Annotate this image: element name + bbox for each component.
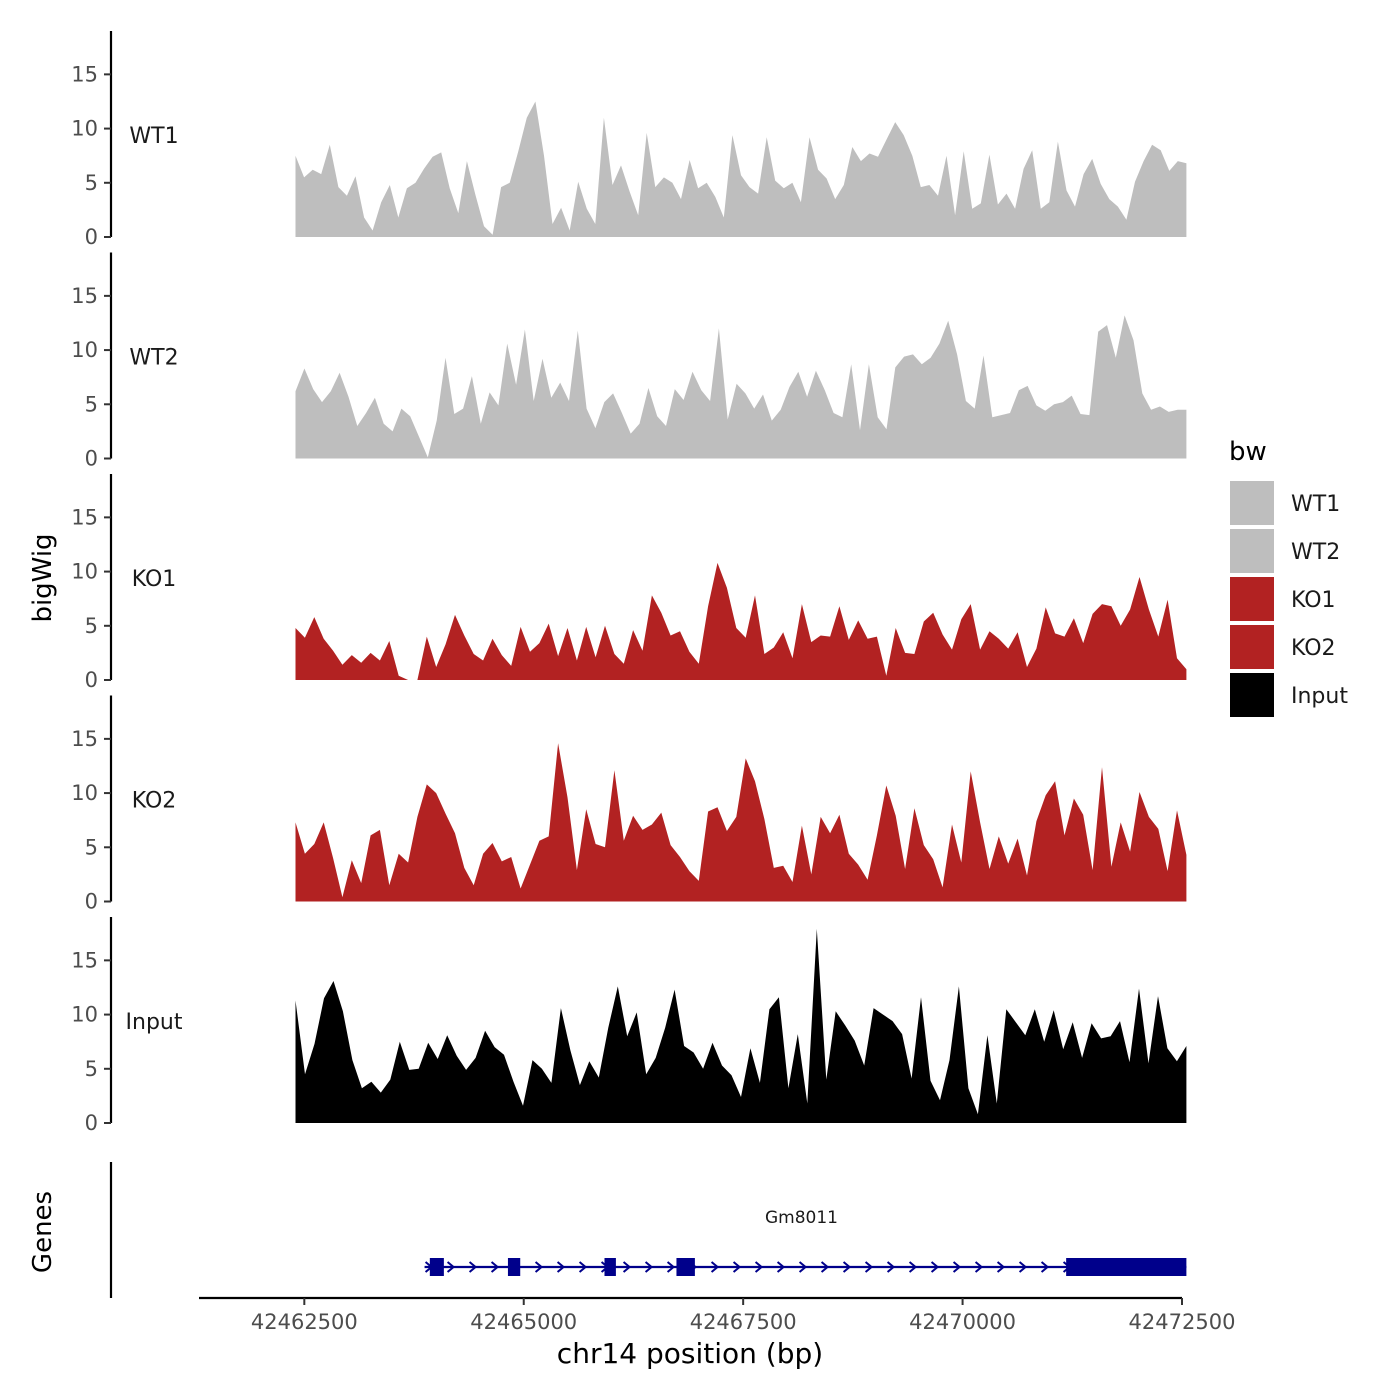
strand-arrow-icon bbox=[556, 1261, 566, 1273]
strand-arrow-icon bbox=[798, 1261, 808, 1273]
strand-arrow-icon bbox=[666, 1261, 676, 1273]
track-label: KO2 bbox=[132, 789, 177, 814]
strand-arrow-icon bbox=[974, 1261, 984, 1273]
y-tick-label: 10 bbox=[71, 781, 98, 805]
y-tick-label: 0 bbox=[85, 668, 98, 692]
legend-item-input: Input bbox=[1230, 673, 1348, 717]
signal-area-input bbox=[295, 928, 1187, 1123]
gene-panel: Gm8011 bbox=[109, 1162, 1187, 1298]
y-tick-label: 0 bbox=[85, 1111, 98, 1135]
strand-arrow-icon bbox=[820, 1261, 830, 1273]
y-tick-label: 10 bbox=[71, 338, 98, 362]
gene-exon bbox=[604, 1258, 616, 1276]
strand-arrow-icon bbox=[1040, 1261, 1050, 1273]
legend-title: bw bbox=[1229, 437, 1267, 467]
strand-arrow-icon bbox=[952, 1261, 962, 1273]
legend-swatch bbox=[1230, 577, 1274, 621]
y-tick-label: 0 bbox=[85, 225, 98, 249]
legend-label: KO1 bbox=[1291, 588, 1336, 613]
track-label: Input bbox=[126, 1010, 183, 1035]
signal-area-wt2 bbox=[295, 315, 1187, 459]
y-tick-label: 15 bbox=[71, 62, 98, 86]
track-wt2: 0 5 10 15 WT2 bbox=[71, 252, 1187, 471]
legend-item-wt1: WT1 bbox=[1230, 481, 1340, 525]
x-tick-label: 42470000 bbox=[909, 1310, 1016, 1334]
strand-arrow-icon bbox=[842, 1261, 852, 1273]
track-wt1: 0 5 10 15 WT1 bbox=[71, 31, 1187, 249]
y-tick-label: 10 bbox=[71, 117, 98, 141]
strand-arrow-icon bbox=[490, 1261, 500, 1273]
legend: bw WT1 WT2 KO1 KO2 Input bbox=[1229, 437, 1348, 717]
legend-label: WT2 bbox=[1291, 540, 1340, 565]
strand-arrow-icon bbox=[622, 1261, 632, 1273]
gene-exon bbox=[676, 1258, 695, 1276]
strand-arrow-icon bbox=[578, 1261, 588, 1273]
track-input: 0 5 10 15 Input bbox=[71, 917, 1187, 1135]
y-tick-label: 5 bbox=[85, 392, 98, 416]
y-tick-label: 15 bbox=[71, 505, 98, 529]
x-tick-label: 42465000 bbox=[470, 1310, 577, 1334]
signal-area-ko1 bbox=[295, 562, 1187, 680]
y-tick-label: 15 bbox=[71, 727, 98, 751]
x-tick-label: 42472500 bbox=[1129, 1310, 1236, 1334]
y-tick-label: 0 bbox=[85, 890, 98, 914]
strand-arrow-icon bbox=[710, 1261, 720, 1273]
strand-arrow-icon bbox=[886, 1261, 896, 1273]
y-tick-label: 0 bbox=[85, 447, 98, 471]
legend-swatch bbox=[1230, 625, 1274, 669]
gene-models: Gm8011 bbox=[424, 1208, 1187, 1276]
genes-axis-title: Genes bbox=[28, 1191, 58, 1273]
signal-tracks: 0 5 10 15 WT1 0 5 10 15 WT2 0 5 10 15 KO1 0 5 10 15 KO2 0 5 10… bbox=[71, 31, 1187, 1135]
track-label: WT2 bbox=[129, 346, 178, 371]
x-axis-title: chr14 position (bp) bbox=[557, 1337, 823, 1370]
gene-name-label: Gm8011 bbox=[765, 1208, 838, 1228]
track-ko1: 0 5 10 15 KO1 bbox=[71, 474, 1187, 692]
strand-arrow-icon bbox=[930, 1261, 940, 1273]
y-tick-label: 5 bbox=[85, 1057, 98, 1081]
gene-gm8011: Gm8011 bbox=[424, 1208, 1187, 1276]
x-tick-label: 42462500 bbox=[251, 1310, 358, 1334]
strand-arrow-icon bbox=[732, 1261, 742, 1273]
strand-arrow-icon bbox=[1018, 1261, 1028, 1273]
y-tick-label: 10 bbox=[71, 560, 98, 584]
gene-exon bbox=[1066, 1258, 1187, 1276]
strand-arrow-icon bbox=[754, 1261, 764, 1273]
legend-label: Input bbox=[1291, 684, 1348, 709]
legend-label: KO2 bbox=[1291, 636, 1336, 661]
strand-arrow-icon bbox=[864, 1261, 874, 1273]
gene-exon bbox=[507, 1258, 521, 1276]
strand-arrow-icon bbox=[446, 1261, 456, 1273]
legend-swatch bbox=[1230, 529, 1274, 573]
strand-arrow-icon bbox=[908, 1261, 918, 1273]
signal-area-ko2 bbox=[295, 743, 1187, 902]
legend-item-ko2: KO2 bbox=[1230, 625, 1336, 669]
legend-item-wt2: WT2 bbox=[1230, 529, 1340, 573]
legend-swatch bbox=[1230, 673, 1274, 717]
track-ko2: 0 5 10 15 KO2 bbox=[71, 695, 1187, 914]
strand-arrow-icon bbox=[644, 1261, 654, 1273]
strand-arrow-icon bbox=[534, 1261, 544, 1273]
y-axis-title: bigWig bbox=[28, 533, 58, 622]
legend-label: WT1 bbox=[1291, 492, 1340, 517]
track-label: KO1 bbox=[132, 567, 177, 592]
y-tick-label: 15 bbox=[71, 948, 98, 972]
x-tick-label: 42467500 bbox=[690, 1310, 797, 1334]
y-tick-label: 5 bbox=[85, 171, 98, 195]
gene-exon bbox=[429, 1258, 444, 1276]
track-label: WT1 bbox=[129, 124, 178, 149]
strand-arrow-icon bbox=[996, 1261, 1006, 1273]
signal-area-wt1 bbox=[295, 101, 1187, 237]
x-axis: 42462500 42465000 42467500 42470000 42472500 bbox=[199, 1296, 1236, 1334]
y-tick-label: 5 bbox=[85, 835, 98, 859]
strand-arrow-icon bbox=[468, 1261, 478, 1273]
y-tick-label: 10 bbox=[71, 1003, 98, 1027]
legend-swatch bbox=[1230, 481, 1274, 525]
legend-item-ko1: KO1 bbox=[1230, 577, 1336, 621]
strand-arrow-icon bbox=[776, 1261, 786, 1273]
y-tick-label: 15 bbox=[71, 284, 98, 308]
y-tick-label: 5 bbox=[85, 614, 98, 638]
